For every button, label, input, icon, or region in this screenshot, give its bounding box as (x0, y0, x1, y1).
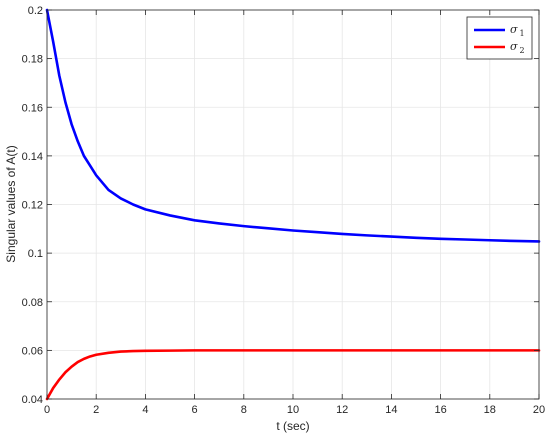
y-tick-label: 0.18 (22, 54, 43, 66)
legend-symbol: σ (510, 40, 518, 53)
x-tick-label: 12 (336, 404, 348, 416)
y-tick-label: 0.2 (28, 5, 43, 17)
legend-symbol: σ (510, 23, 518, 36)
y-tick-label: 0.06 (22, 345, 43, 357)
x-tick-label: 20 (533, 404, 545, 416)
x-tick-label: 10 (287, 404, 299, 416)
y-tick-label: 0.08 (22, 297, 43, 309)
legend-subscript: 1 (520, 29, 525, 38)
ticks (46, 9, 540, 400)
y-tick-label: 0.04 (22, 394, 43, 406)
x-tick-label: 16 (434, 404, 446, 416)
x-tick-label: 4 (142, 404, 148, 416)
y-tick-label: 0.16 (22, 102, 43, 114)
tick-labels: 0 2 4 6 8 10 12 14 16 18 200.040.060.080.10.120.14… (22, 5, 546, 416)
legend-subscript: 2 (520, 46, 525, 55)
series-line-sigma-1 (45, 8, 541, 243)
x-tick-label: 8 (241, 404, 247, 416)
series-line-sigma-2 (45, 349, 541, 401)
series-layer (45, 8, 541, 401)
x-tick-label: 2 (93, 404, 99, 416)
y-tick-label: 0.14 (22, 151, 43, 163)
x-tick-label: 6 (192, 404, 198, 416)
legend: σ 1σ 2 (466, 16, 533, 60)
x-axis-label: t (sec) (276, 419, 309, 433)
y-tick-label: 0.12 (22, 200, 43, 212)
y-axis-label: Singular values of A(t) (4, 145, 18, 262)
x-tick-label: 18 (484, 404, 496, 416)
y-tick-label: 0.1 (28, 248, 43, 260)
legend-box (466, 16, 533, 60)
x-tick-label: 0 (44, 404, 50, 416)
x-tick-label: 14 (385, 404, 397, 416)
